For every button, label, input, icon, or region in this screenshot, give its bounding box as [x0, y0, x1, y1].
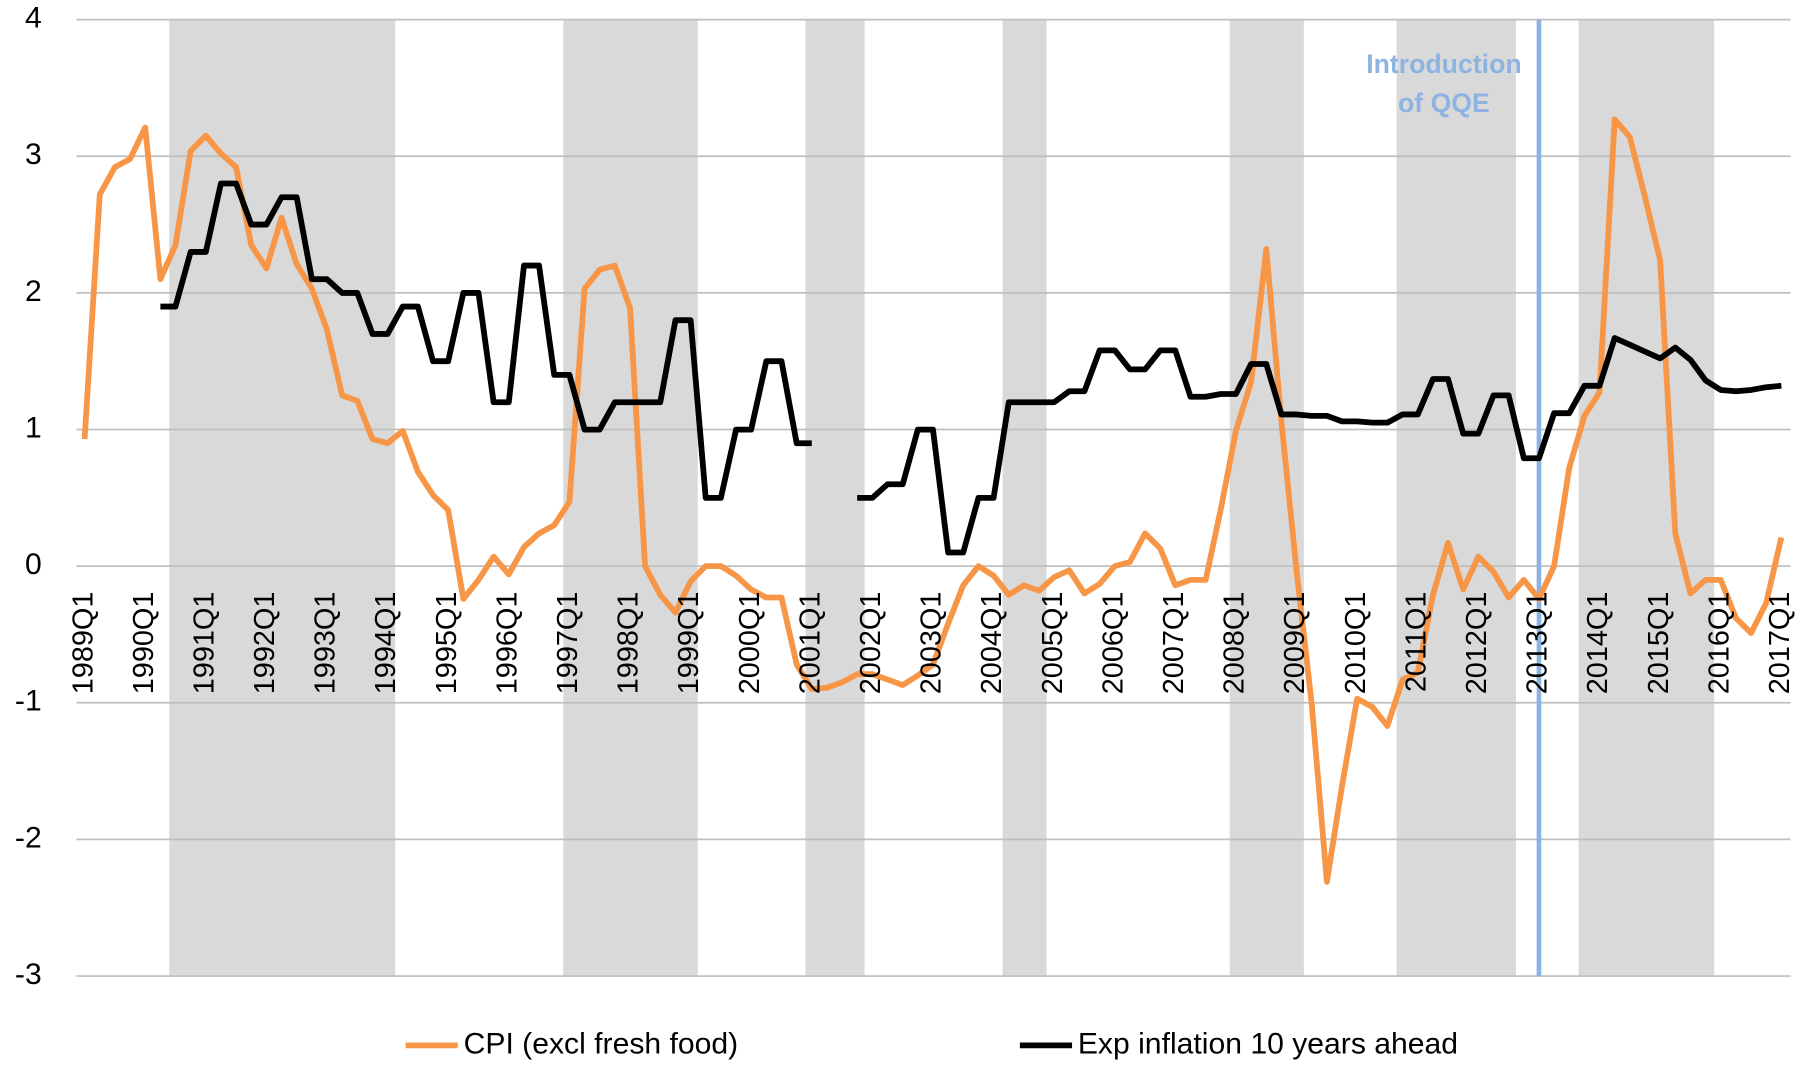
- x-tick-label: 2013Q1: [1522, 592, 1554, 695]
- x-tick-label: 1991Q1: [188, 592, 220, 695]
- x-tick-label: 2004Q1: [976, 592, 1008, 695]
- annotation-text: of QQE: [1398, 88, 1490, 118]
- x-tick-label: 2016Q1: [1703, 592, 1735, 695]
- y-tick-label: 4: [25, 2, 42, 35]
- y-tick-label: 2: [25, 275, 42, 308]
- x-tick-label: 2001Q1: [794, 592, 826, 695]
- x-tick-label: 1996Q1: [491, 592, 523, 695]
- x-tick-label: 1993Q1: [310, 592, 342, 695]
- x-tick-label: 1997Q1: [552, 592, 584, 695]
- x-tick-label: 2015Q1: [1643, 592, 1675, 695]
- x-tick-label: 2017Q1: [1764, 592, 1796, 695]
- x-tick-label: 1994Q1: [370, 592, 402, 695]
- y-tick-label: -3: [15, 958, 42, 991]
- x-tick-label: 2010Q1: [1340, 592, 1372, 695]
- x-tick-label: 2006Q1: [1097, 592, 1129, 695]
- y-tick-label: 3: [25, 138, 42, 171]
- x-tick-label: 2009Q1: [1279, 592, 1311, 695]
- y-tick-label: -2: [15, 821, 42, 854]
- x-tick-label: 2003Q1: [916, 592, 948, 695]
- series-line: [81, 116, 1785, 885]
- x-tick-label: 2012Q1: [1461, 592, 1493, 695]
- x-tick-label: 1998Q1: [613, 592, 645, 695]
- x-tick-label: 2000Q1: [734, 592, 766, 695]
- legend-label: Exp inflation 10 years ahead: [1078, 1027, 1458, 1060]
- x-tick-label: 1999Q1: [673, 592, 705, 695]
- legend-label: CPI (excl fresh food): [464, 1027, 739, 1060]
- y-tick-label: 0: [25, 548, 42, 581]
- x-tick-label: 2014Q1: [1582, 592, 1614, 695]
- x-tick-label: 1995Q1: [431, 592, 463, 695]
- x-tick-label: 2005Q1: [1037, 592, 1069, 695]
- annotation-text: Introduction: [1366, 49, 1521, 79]
- x-tick-label: 2008Q1: [1219, 592, 1251, 695]
- series-line: [160, 180, 1782, 556]
- y-tick-label: 1: [25, 412, 42, 445]
- x-tick-label: 1990Q1: [128, 592, 160, 695]
- x-tick-label: 1992Q1: [249, 592, 281, 695]
- x-tick-label: 2007Q1: [1158, 592, 1190, 695]
- x-tick-label: 2011Q1: [1400, 592, 1432, 693]
- y-tick-label: -1: [15, 685, 42, 718]
- shaded-periods: [169, 19, 1715, 977]
- x-tick-label: 1989Q1: [67, 592, 99, 695]
- x-tick-label: 2002Q1: [855, 592, 887, 695]
